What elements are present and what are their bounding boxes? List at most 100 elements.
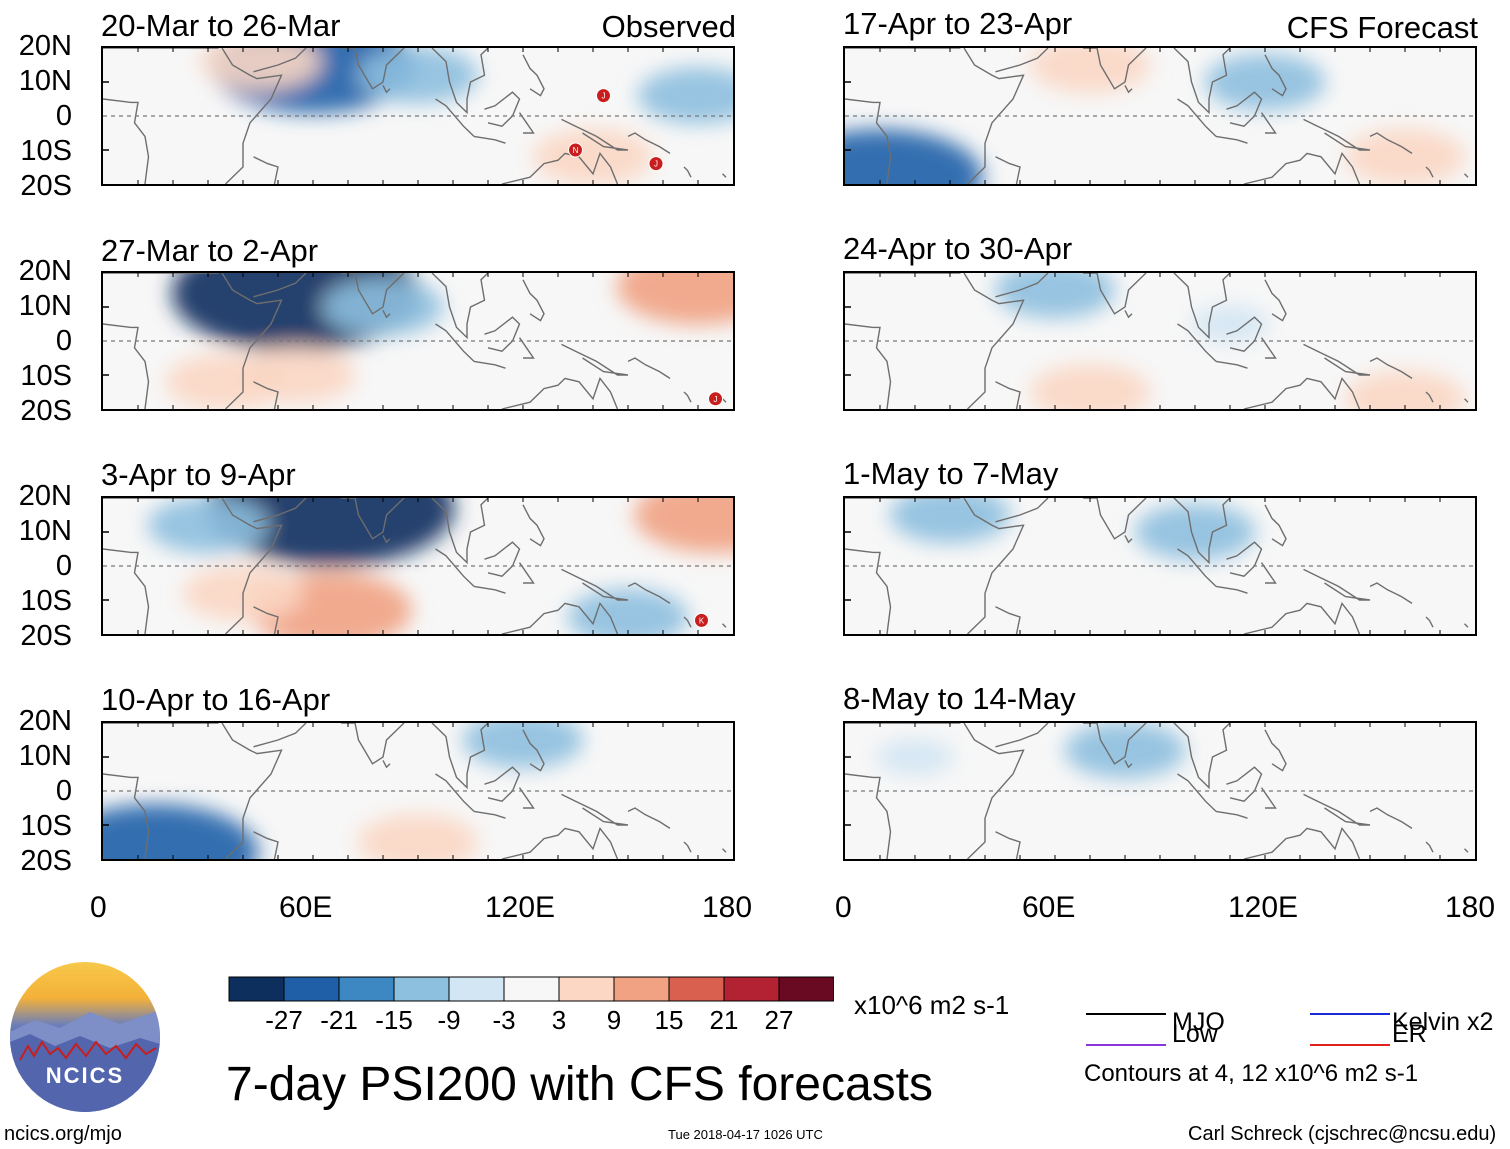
coastline [473, 135, 506, 144]
logo-text: NCICS [45, 1063, 125, 1088]
colorbar-tick-label: 27 [764, 1005, 794, 1035]
colorbar-tick-label: 9 [606, 1005, 622, 1035]
coastline [683, 841, 692, 853]
anomaly-blob [633, 498, 733, 554]
coastline [995, 48, 1049, 73]
coastline [1264, 54, 1287, 97]
coastline [1083, 273, 1147, 315]
anomaly-blob [616, 273, 733, 325]
y-tick-label: 20N [18, 480, 72, 512]
coastline [1369, 357, 1413, 379]
y-tick-label: 10N [18, 740, 72, 772]
x-tick-label: 180 [1445, 891, 1496, 924]
coastline [1173, 273, 1231, 340]
coastline [103, 548, 150, 634]
coastline [1303, 568, 1371, 601]
panel-title: 17-Apr to 23-Apr [843, 6, 1073, 41]
legend-label-mjo: MJO [1172, 1008, 1225, 1036]
coastline [722, 398, 727, 403]
y-tick-label: 10S [20, 135, 72, 167]
x-tick-label: 0 [90, 891, 107, 924]
coastline [1303, 793, 1371, 826]
coastline [473, 810, 506, 819]
colorbar-swatch [503, 976, 560, 1002]
anomaly-blob [889, 498, 1011, 544]
legend-line-er [1310, 1044, 1390, 1046]
y-tick-label: 20S [20, 620, 72, 652]
coastline [1303, 343, 1371, 376]
coastline [963, 723, 1025, 859]
coastline [1173, 498, 1231, 565]
coastline [431, 48, 489, 115]
coastline [1425, 841, 1434, 853]
coastline [1243, 826, 1361, 859]
anomaly-blob [606, 723, 685, 759]
panel-title: 10-Apr to 16-Apr [101, 682, 331, 717]
coastline [1124, 760, 1133, 769]
coastline [1369, 132, 1413, 154]
y-tick-label: 20S [20, 395, 72, 427]
anomaly-blob [1134, 503, 1256, 561]
storm-marker [648, 156, 664, 172]
colorbar-swatch [228, 976, 285, 1002]
coastline [1260, 787, 1277, 809]
coastline [995, 273, 1049, 298]
coastline [683, 166, 692, 178]
coastline [341, 273, 405, 315]
ncics-logo: NCICS [10, 962, 160, 1112]
coastline [1215, 360, 1248, 369]
site-link[interactable]: ncics.org/mjo [4, 1123, 122, 1145]
anomaly-blob [532, 128, 654, 184]
coastline [1226, 541, 1263, 577]
coastline [522, 279, 545, 322]
anomaly-blob [1204, 53, 1326, 111]
coastline [627, 582, 671, 604]
coastline [1226, 91, 1263, 127]
coastline [501, 376, 619, 409]
y-tick-label: 20N [18, 705, 72, 737]
storm-label: J [602, 92, 606, 101]
colorbar-tick-label: 3 [551, 1005, 567, 1035]
anomaly-blob [518, 332, 598, 370]
coastline [1226, 766, 1263, 802]
coastline [435, 98, 475, 137]
storm-marker [694, 612, 709, 628]
mountains-icon [10, 1010, 160, 1112]
coastline [845, 773, 892, 859]
coastline [341, 48, 405, 90]
coastline [963, 273, 1025, 409]
colorbar [228, 976, 834, 1002]
coastline [1177, 323, 1217, 362]
coastline [382, 535, 391, 544]
anomaly-blob [1029, 363, 1151, 409]
colorbar-swatch [338, 976, 395, 1002]
coastline [431, 273, 489, 340]
coastline [627, 807, 671, 829]
coastline [253, 498, 307, 523]
colorbar-tick-label: -27 [265, 1005, 303, 1035]
coastline [1243, 376, 1361, 409]
coastline [522, 729, 545, 772]
y-tick-label: 20N [18, 255, 72, 287]
contours-note: Contours at 4, 12 x10^6 m2 s-1 [1084, 1060, 1419, 1087]
coastline [1303, 118, 1371, 151]
y-tick-label: 0 [55, 100, 72, 132]
coastline [1264, 504, 1287, 547]
colorbar-tick-label: -15 [375, 1005, 413, 1035]
coastline [341, 723, 405, 765]
y-tick-label: 0 [55, 325, 72, 357]
coastline [1124, 85, 1133, 94]
coastline [1083, 723, 1147, 765]
y-tick-label: 20S [20, 170, 72, 202]
coastline [221, 273, 283, 409]
coastline [253, 273, 307, 298]
coastline [501, 601, 619, 634]
legend-line-low [1086, 1044, 1166, 1046]
map-panel [843, 721, 1477, 861]
coastline [1264, 279, 1287, 322]
coastline [845, 98, 892, 184]
x-tick-label: 120E [1228, 891, 1299, 924]
coastline [1264, 729, 1287, 772]
anomaly-blob [637, 67, 733, 124]
coastline [683, 616, 692, 628]
